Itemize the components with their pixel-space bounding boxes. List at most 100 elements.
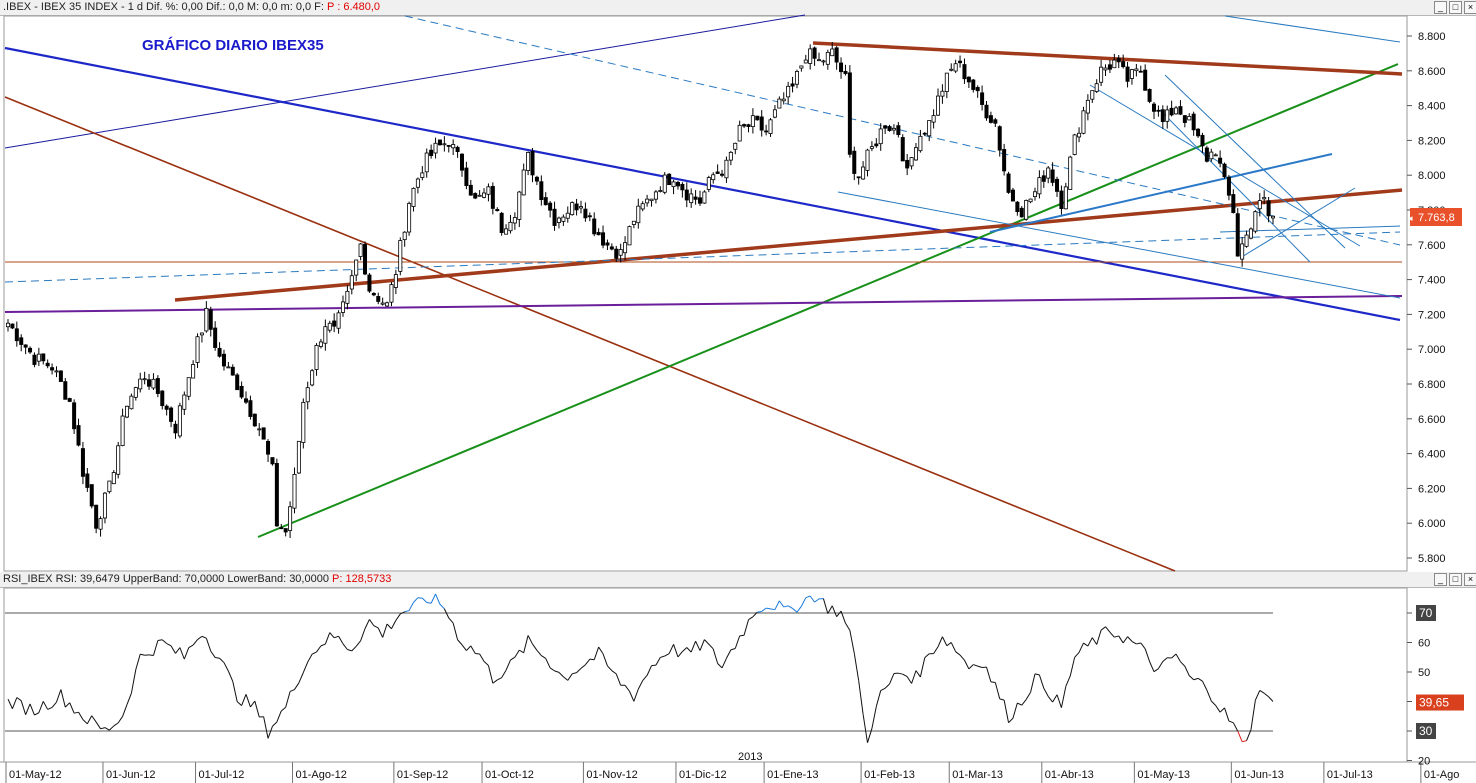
rsi-segment [964,659,970,670]
candle [230,364,235,376]
time-tick-label: 01-Oct-12 [485,769,534,781]
rsi-segment [712,648,719,664]
trendline-brown-thick-rising [174,188,1403,302]
candle [817,52,822,62]
time-tick-label: 01-Sep-12 [397,769,448,781]
rsi-segment [47,706,53,710]
candle [808,44,813,70]
rsi-segment [51,701,57,708]
rsi-segment [1087,637,1093,647]
close-icon[interactable]: × [1464,573,1476,586]
rsi-segment [589,658,595,661]
candle [182,391,187,415]
rsi-segment [871,706,877,729]
candle [530,148,535,183]
trendlines [4,14,1403,572]
candle [85,468,90,492]
rsi-segment [580,664,586,669]
rsi-segment [501,669,507,678]
candle [715,164,720,174]
rsi-segment [734,635,741,649]
candle [675,180,680,190]
rsi-segment [1259,690,1265,694]
candle [1174,105,1179,115]
candle [1015,201,1020,216]
price-tick-label: 8.000 [1418,170,1446,182]
candle [385,301,390,307]
candle [1024,199,1029,221]
rsi-segment [1254,690,1261,701]
minimize-icon[interactable]: _ [1434,1,1447,14]
candle [900,134,905,162]
candle [574,198,579,216]
rsi-segment [232,681,238,702]
rsi-segment [1157,661,1164,669]
channel-line-1 [837,191,1401,299]
candle [1156,105,1161,117]
candle [1041,170,1046,188]
candle [336,310,341,334]
candle [1077,127,1082,143]
candle [931,109,936,129]
candle [257,423,262,437]
rsi-segment [748,616,754,621]
candles [6,42,1276,538]
rsi-segment [950,642,957,652]
trendline-brown-thick-top [812,41,1403,76]
rsi-segment [1030,673,1036,693]
candle [905,153,910,176]
price-axis-ticks: 8.8008.6008.4008.2008.0007.8007.6007.400… [1407,31,1446,565]
candle [936,88,941,116]
rsi-segment [487,665,494,684]
candle [852,146,857,181]
rsi-segment [567,673,573,681]
rsi-segment [598,646,604,655]
candle [526,151,531,176]
candle [1085,94,1090,121]
maximize-icon[interactable]: □ [1449,1,1462,14]
rsi-segment [483,660,489,666]
rsi-segment [968,664,974,670]
rsi-segment [1250,700,1256,730]
rsi-segment [457,639,463,646]
rsi-segment [1188,675,1195,681]
candle [314,343,319,376]
candle [28,346,33,354]
candle [1121,54,1126,69]
rsi-segment [717,663,723,669]
rsi-segment [770,608,776,611]
rsi-segment [60,689,66,708]
rsi-segment [307,653,313,663]
rsi-segment [1078,642,1084,653]
rsi-segment [1118,635,1124,644]
candle [1037,170,1042,199]
candle [1187,113,1192,121]
candle [147,373,152,390]
candle [173,420,178,439]
rsi-segment [329,632,335,639]
rsi-segment [100,727,106,730]
price-plot-frame [3,15,1408,572]
rsi-segment [572,672,577,675]
close-icon[interactable]: × [1464,1,1476,14]
rsi-segment [245,694,251,708]
rsi-segment [563,676,569,681]
rsi-segment [236,701,242,706]
rsi-segment [166,643,172,647]
year-label: 2013 [738,751,762,763]
candle [76,418,81,447]
rsi-segment [20,700,27,715]
candle [1099,59,1104,87]
candle [164,404,169,416]
candle [1019,206,1024,218]
candle [671,179,676,195]
rsi-segment [175,647,181,654]
rsi-segment [16,697,22,702]
rsi-segment [408,602,414,611]
rsi-segment [338,635,344,645]
minimize-icon[interactable]: _ [1434,573,1447,586]
rsi-value-label-bg [1416,694,1464,711]
candle [217,342,222,358]
maximize-icon[interactable]: □ [1449,573,1462,586]
candle [261,427,266,440]
